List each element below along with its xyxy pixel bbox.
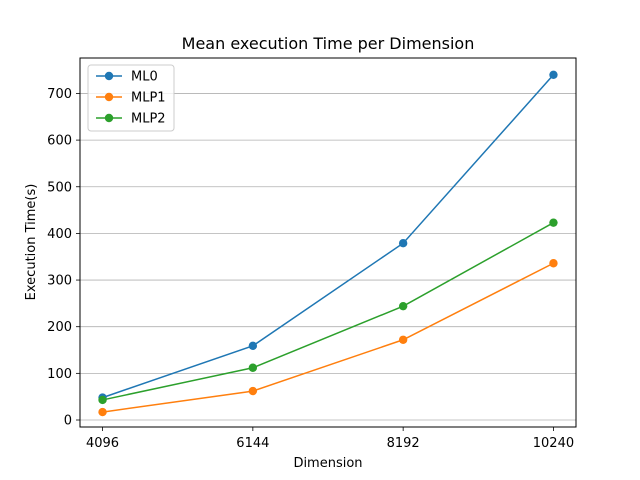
y-tick-label: 500 [47, 180, 72, 195]
data-point-mlp2 [98, 395, 107, 405]
series-line-mlp1 [102, 262, 554, 413]
x-tick-label: 4096 [86, 436, 119, 451]
data-point-mlp2 [248, 363, 258, 372]
data-point-mlp1 [98, 407, 107, 417]
data-point-ml0 [549, 70, 558, 79]
data-point-mlp2 [549, 218, 558, 227]
x-axis-label: Dimension [293, 456, 362, 471]
y-tick-label: 100 [47, 367, 72, 382]
y-tick-label: 400 [47, 227, 72, 242]
legend-marker-mlp2 [104, 113, 114, 123]
y-tick-label: 600 [47, 134, 72, 149]
y-tick-label: 700 [47, 87, 72, 102]
legend-items: ML0 MLP1 MLP2 [96, 70, 166, 127]
x-tick-label: 6144 [236, 436, 269, 451]
x-tick-label: 8192 [387, 436, 420, 451]
legend-label-ml0: ML0 [131, 70, 158, 85]
plot-area-frame [79, 57, 577, 428]
y-tick-label: 0 [64, 414, 72, 429]
legend-marker-mlp1 [104, 92, 114, 102]
y-tick-label: 300 [47, 274, 72, 289]
data-point-mlp1 [248, 386, 258, 396]
legend: ML0 MLP1 MLP2 [87, 64, 175, 132]
chart-title: Mean execution Time per Dimension [182, 34, 475, 53]
data-point-ml0 [248, 341, 258, 351]
series-line-mlp2 [102, 222, 554, 401]
legend-marker-ml0 [104, 71, 114, 81]
data-point-mlp1 [398, 335, 408, 344]
y-axis-label: Execution Time(s) [24, 184, 39, 301]
data-point-ml0 [398, 238, 408, 248]
data-point-mlp2 [398, 301, 408, 311]
y-axis-ticks: 0 100 200 300 400 500 600 700 [47, 87, 80, 429]
legend-label-mlp1: MLP1 [131, 91, 166, 106]
y-tick-label: 200 [47, 320, 72, 335]
series-group [98, 70, 558, 417]
x-tick-label: 10240 [533, 436, 574, 451]
data-point-mlp1 [549, 259, 558, 268]
legend-label-mlp2: MLP2 [131, 112, 166, 127]
series-line-ml0 [102, 74, 555, 399]
x-axis-ticks: 4096 6144 8192 10240 [86, 427, 574, 451]
